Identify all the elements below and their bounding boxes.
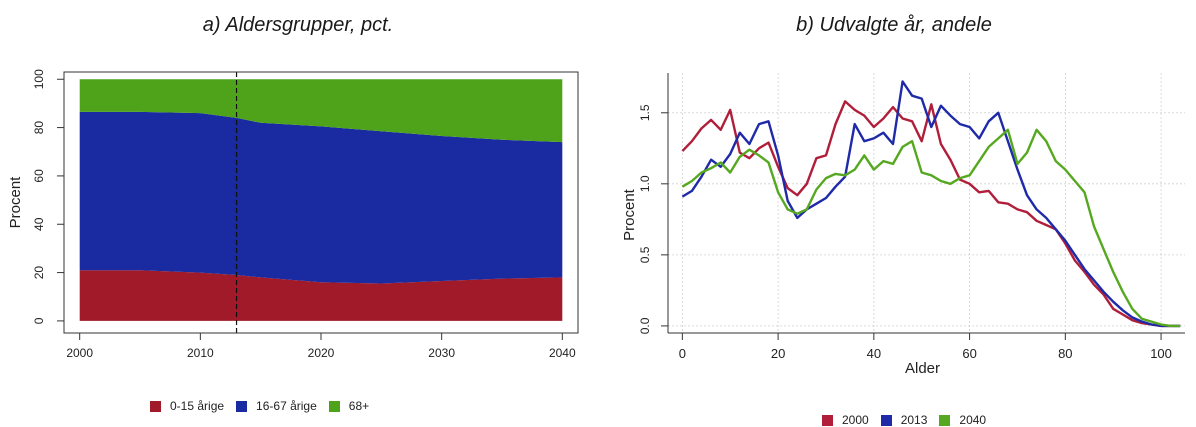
x-tick-label-1: 2010 <box>187 346 214 360</box>
x-tick-label-3: 2030 <box>428 346 455 360</box>
x-tick-label-2: 40 <box>867 346 881 361</box>
line-series-2 <box>681 128 1181 328</box>
legend-item-1: 16-67 årige <box>236 399 317 413</box>
line-series-1 <box>681 80 1181 328</box>
area-series-2 <box>79 79 563 143</box>
y-tick-label-5: 100 <box>32 69 46 89</box>
y-tick-label-1: 0.5 <box>638 246 652 263</box>
chart-a-legend: 0-15 årige 16-67 årige 68+ <box>150 399 381 413</box>
y-axis-label: Procent <box>7 176 24 229</box>
y-tick-label-3: 60 <box>32 169 46 183</box>
x-tick-label-1: 20 <box>771 346 785 361</box>
legend-item-1: 2013 <box>880 413 928 427</box>
legend-swatch-2 <box>939 414 951 426</box>
area-series-0 <box>79 270 563 321</box>
legend-label-0: 2000 <box>842 413 869 427</box>
x-tick-label-4: 2040 <box>549 346 576 360</box>
y-tick-label-2: 40 <box>32 217 46 231</box>
chart-b-title: b) Udvalgte år, andele <box>796 14 992 36</box>
legend-item-2: 68+ <box>328 399 370 413</box>
legend-swatch-2 <box>328 400 340 412</box>
legend-swatch-1 <box>236 400 248 412</box>
x-tick-label-2: 2020 <box>308 346 335 360</box>
legend-item-0: 0-15 årige <box>150 399 224 413</box>
x-axis-label: Alder <box>905 360 940 377</box>
chart-b-plot: 0 20 40 60 80 100 0.0 0.5 1.0 1.5 Alder Procent <box>621 73 1185 377</box>
legend-swatch-0 <box>150 400 161 412</box>
y-tick-label-0: 0.0 <box>638 317 652 334</box>
legend-label-1: 16-67 årige <box>256 399 317 413</box>
x-tick-label-4: 80 <box>1058 346 1072 361</box>
legend-label-2: 68+ <box>348 399 370 413</box>
y-axis-label: Procent <box>621 188 638 241</box>
y-tick-label-4: 80 <box>32 121 46 135</box>
chart-b-legend: 2000 2013 2040 <box>822 413 998 427</box>
x-tick-label-5: 100 <box>1150 346 1172 361</box>
x-tick-label-3: 60 <box>962 346 976 361</box>
y-tick-label-2: 1.0 <box>638 175 652 192</box>
legend-item-2: 2040 <box>939 413 986 427</box>
x-tick-label-0: 0 <box>679 346 686 361</box>
y-tick-label-0: 0 <box>32 317 46 324</box>
legend-label-1: 2013 <box>900 413 928 427</box>
legend-swatch-0 <box>822 414 833 426</box>
legend-swatch-1 <box>880 414 892 426</box>
area-series-1 <box>79 111 563 284</box>
legend-label-0: 0-15 årige <box>170 399 225 413</box>
line-series-0 <box>681 100 1181 328</box>
legend-item-0: 2000 <box>822 413 869 427</box>
legend-label-2: 2040 <box>959 413 987 427</box>
y-tick-label-1: 20 <box>32 266 46 280</box>
chart-a-title: a) Aldersgrupper, pct. <box>202 14 394 36</box>
y-tick-label-3: 1.5 <box>638 104 652 121</box>
x-tick-label-0: 2000 <box>66 346 93 360</box>
